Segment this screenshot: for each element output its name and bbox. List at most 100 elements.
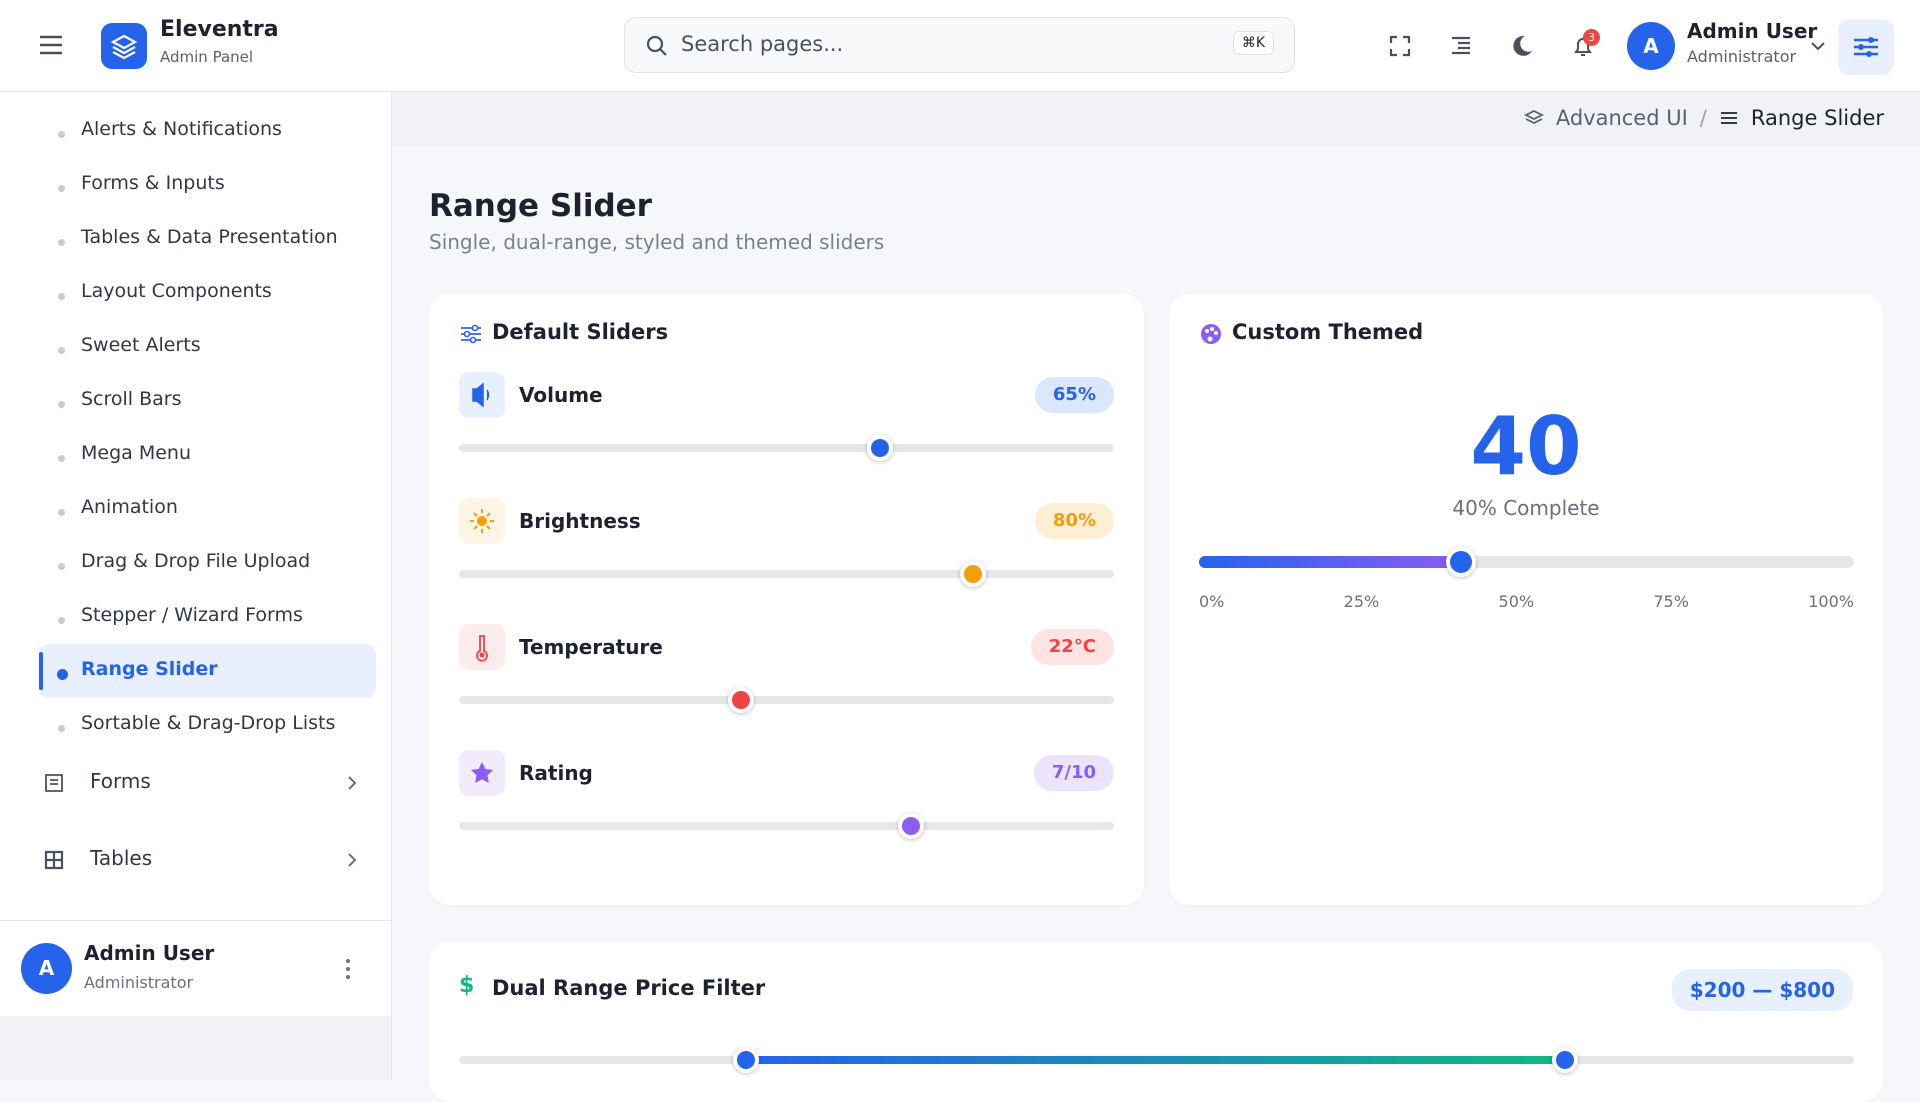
group-icon <box>43 772 65 798</box>
breadcrumb-parent[interactable]: Advanced UI <box>1555 106 1688 130</box>
row-thumb[interactable] <box>867 435 894 461</box>
sidebar-item[interactable]: Forms & Inputs <box>81 172 225 194</box>
price-track[interactable] <box>459 1047 1854 1073</box>
row-thumb[interactable] <box>897 813 924 839</box>
item-dot <box>58 185 65 192</box>
sidebar-footer: A Admin User Administrator <box>0 920 391 1016</box>
sidebar-item[interactable]: Range Slider <box>81 658 218 680</box>
tick-label: 0% <box>1199 592 1225 611</box>
tick-row: 0% 25% 50% 75% 100% <box>1199 592 1854 611</box>
row-badge: 80% <box>1034 503 1114 539</box>
price-fill <box>746 1056 1566 1064</box>
footer-role: Administrator <box>84 973 194 992</box>
price-filter-card: $ Dual Range Price Filter $200 — $800 <box>429 942 1883 1102</box>
tick-label: 75% <box>1653 592 1689 611</box>
item-dot <box>58 563 65 570</box>
sidebar-bottom <box>0 1016 391 1080</box>
sidebar-item[interactable]: Mega Menu <box>81 442 191 464</box>
row-thumb[interactable] <box>727 687 754 713</box>
row-label: Volume <box>519 383 603 407</box>
sidebar-item[interactable]: Stepper / Wizard Forms <box>81 604 303 626</box>
item-dot <box>58 239 65 246</box>
row-track[interactable] <box>459 813 1114 839</box>
tick-label: 100% <box>1808 592 1854 611</box>
item-dot <box>58 131 65 138</box>
row-label: Brightness <box>519 509 641 533</box>
search[interactable]: Search pages... ⌘K <box>624 17 1295 73</box>
group-icon <box>43 849 65 875</box>
card-icon <box>461 324 481 344</box>
sidebar-item[interactable]: Animation <box>81 496 178 518</box>
logo <box>101 23 147 69</box>
sidebar-group[interactable]: Forms <box>90 769 151 793</box>
themed-fill <box>1199 556 1461 568</box>
tick-label: 50% <box>1498 592 1535 611</box>
row-label: Temperature <box>519 635 663 659</box>
price-min-thumb[interactable] <box>733 1047 760 1073</box>
footer-menu[interactable] <box>342 957 354 981</box>
notification-count: 3 <box>1583 29 1600 46</box>
dollar-icon: $ <box>459 973 475 998</box>
page-subtitle: Single, dual-range, styled and themed sl… <box>429 230 885 254</box>
header: Eleventra Admin Panel Search pages... ⌘K… <box>0 0 1920 92</box>
layout-toggle[interactable] <box>1449 34 1473 58</box>
sidebar-item[interactable]: Tables & Data Presentation <box>81 226 338 248</box>
fullscreen[interactable] <box>1388 34 1412 58</box>
price-max-thumb[interactable] <box>1552 1047 1579 1073</box>
active-bar <box>39 652 43 690</box>
row-thumb[interactable] <box>960 561 987 587</box>
theme-toggle[interactable] <box>1510 33 1534 59</box>
sidebar-item[interactable]: Scroll Bars <box>81 388 182 410</box>
item-dot <box>58 725 65 732</box>
row-track[interactable] <box>459 435 1114 461</box>
user-name: Admin User <box>1687 19 1818 43</box>
settings-button[interactable] <box>1838 19 1894 75</box>
card-title: Dual Range Price Filter <box>492 976 766 1000</box>
breadcrumb-icon <box>1523 109 1544 125</box>
item-dot <box>57 669 68 680</box>
group-chevron <box>346 852 358 872</box>
shortcut: ⌘K <box>1232 31 1274 55</box>
tick-label: 25% <box>1343 592 1380 611</box>
user-role: Administrator <box>1687 47 1797 66</box>
search-placeholder: Search pages... <box>681 32 844 56</box>
sidebar-group[interactable]: Tables <box>90 846 153 870</box>
item-dot <box>58 401 65 408</box>
breadcrumb-bar: Advanced UI / Range Slider <box>392 92 1920 147</box>
row-track[interactable] <box>459 561 1114 587</box>
item-dot <box>58 617 65 624</box>
themed-thumb[interactable] <box>1446 547 1476 577</box>
footer-avatar: A <box>21 943 72 994</box>
sidebar-item[interactable]: Sortable & Drag-Drop Lists <box>81 712 336 734</box>
item-dot <box>58 455 65 462</box>
themed-track[interactable] <box>1199 547 1854 577</box>
sidebar-item[interactable]: Layout Components <box>81 280 272 302</box>
breadcrumb-current: Range Slider <box>1750 106 1884 130</box>
card-title: Default Sliders <box>492 320 669 344</box>
active-bg <box>39 644 376 698</box>
sidebar-item[interactable]: Drag & Drop File Upload <box>81 550 311 572</box>
footer-name: Admin User <box>84 941 215 965</box>
custom-themed-card: Custom Themed 40 40% Complete 0% 25% 50% 75… <box>1169 294 1883 905</box>
group-chevron <box>346 775 358 795</box>
row-track[interactable] <box>459 687 1114 713</box>
caption: 40% Complete <box>1452 496 1600 520</box>
row-label: Rating <box>519 761 593 785</box>
price-badge: $200 — $800 <box>1671 969 1853 1011</box>
brand-sub: Admin Panel <box>160 48 254 66</box>
sidebar-item[interactable]: Alerts & Notifications <box>81 118 282 140</box>
row-icon <box>459 624 505 670</box>
row-badge: 22°C <box>1030 629 1114 665</box>
sidebar-item[interactable]: Sweet Alerts <box>81 334 201 356</box>
menu-button[interactable] <box>38 34 64 56</box>
brand: Eleventra <box>160 17 279 42</box>
card-title: Custom Themed <box>1232 320 1424 344</box>
row-icon <box>459 372 505 418</box>
big-value: 40 <box>1470 400 1582 493</box>
breadcrumb-current-icon <box>1720 112 1737 124</box>
row-icon <box>459 498 505 544</box>
user-chevron[interactable] <box>1810 40 1826 52</box>
avatar[interactable]: A <box>1627 22 1675 70</box>
breadcrumb-separator: / <box>1699 106 1707 130</box>
